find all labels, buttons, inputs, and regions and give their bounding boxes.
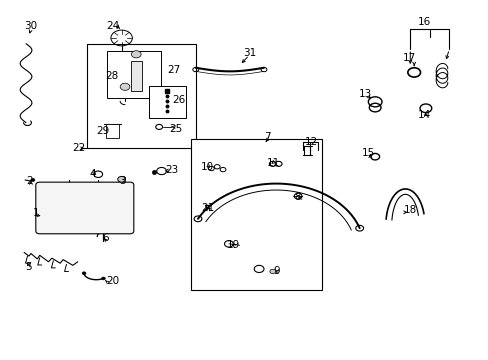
Text: 14: 14 (417, 111, 430, 121)
Text: 28: 28 (105, 71, 118, 81)
Circle shape (102, 277, 105, 280)
Text: 29: 29 (96, 126, 109, 135)
Bar (131, 61, 142, 91)
Text: 31: 31 (242, 48, 256, 58)
Text: 1: 1 (33, 208, 40, 218)
Circle shape (269, 269, 275, 274)
FancyBboxPatch shape (36, 182, 134, 234)
Circle shape (118, 176, 125, 182)
Circle shape (120, 83, 130, 90)
Bar (190, 139, 321, 291)
Text: 24: 24 (106, 21, 119, 31)
Text: 25: 25 (169, 124, 183, 134)
Text: 12: 12 (304, 138, 317, 147)
Bar (107, 51, 160, 98)
Text: 8: 8 (293, 192, 300, 202)
Circle shape (131, 51, 141, 58)
Text: 3: 3 (119, 176, 125, 186)
Circle shape (82, 272, 86, 275)
Text: 9: 9 (273, 266, 280, 276)
Text: 26: 26 (172, 95, 185, 105)
Text: 5: 5 (25, 262, 32, 272)
Text: 2: 2 (26, 176, 33, 186)
Bar (87, 44, 195, 148)
Text: 4: 4 (89, 169, 96, 179)
Circle shape (31, 179, 35, 181)
Text: 13: 13 (358, 89, 371, 99)
Text: 21: 21 (201, 203, 214, 213)
Text: 11: 11 (266, 158, 280, 168)
Bar (105, 124, 119, 138)
Text: 18: 18 (403, 206, 416, 216)
Text: 17: 17 (402, 53, 415, 63)
Text: 16: 16 (417, 17, 430, 27)
Text: 7: 7 (264, 132, 271, 142)
Text: 10: 10 (201, 162, 214, 172)
Bar (149, 86, 185, 118)
Text: 15: 15 (362, 148, 375, 158)
Text: 22: 22 (72, 143, 85, 153)
Text: 6: 6 (102, 233, 109, 243)
Text: 19: 19 (227, 239, 240, 249)
Text: 23: 23 (165, 165, 179, 175)
Text: 30: 30 (24, 21, 38, 31)
Text: 20: 20 (106, 276, 119, 286)
Text: 27: 27 (167, 64, 180, 75)
